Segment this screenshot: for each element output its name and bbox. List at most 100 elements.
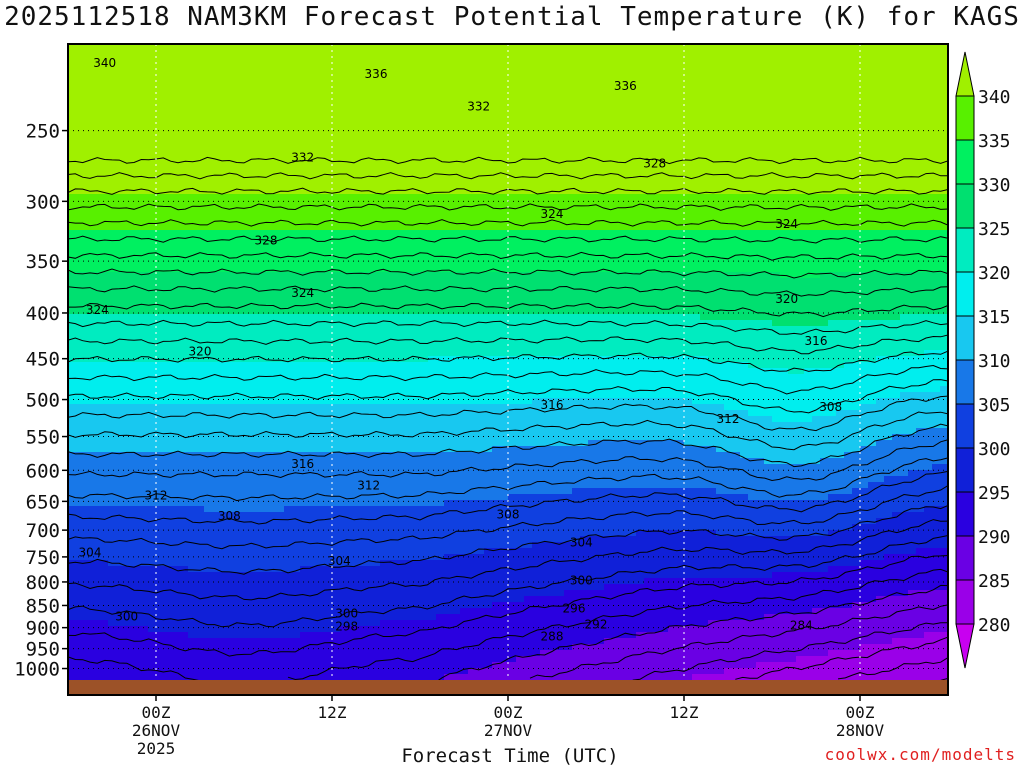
contour-line-344 xyxy=(68,156,948,165)
x-tick-label: 2025 xyxy=(137,739,176,758)
colorbar-label: 335 xyxy=(978,131,1011,152)
contour-line-332 xyxy=(68,251,948,261)
y-tick-label: 500 xyxy=(26,390,60,412)
contour-label: 308 xyxy=(218,509,241,523)
contour-label-text: 296 xyxy=(563,602,586,616)
contour-label: 340 xyxy=(93,56,116,70)
contour-labels: 340 336 336 332 332 328 328 324 324 324 324 320 320 3… xyxy=(79,56,843,644)
contour-label-text: 324 xyxy=(291,286,314,300)
contour-label: 316 xyxy=(291,457,314,471)
contour-label-text: 304 xyxy=(570,536,593,550)
contour-label: 300 xyxy=(570,573,593,587)
contour-line-292 xyxy=(68,568,948,682)
contour-label: 300 xyxy=(115,609,138,623)
x-tick-label: 00Z xyxy=(494,703,523,722)
colorbar-bin xyxy=(955,623,975,669)
colorbar-bin xyxy=(955,227,975,273)
contour-line-342 xyxy=(68,172,948,180)
contour-label-text: 336 xyxy=(614,79,637,93)
chart-title: 2025112518 NAM3KM Forecast Potential Tem… xyxy=(4,2,1020,32)
contour-label-text: 308 xyxy=(497,507,520,521)
contour-label-text: 340 xyxy=(93,56,116,70)
contour-label: 312 xyxy=(717,412,740,426)
y-tick-label: 450 xyxy=(26,349,60,371)
colorbar-label: 330 xyxy=(978,175,1011,196)
y-tick-label: 900 xyxy=(26,618,60,640)
contour-line-284 xyxy=(735,636,948,680)
contour-line-328 xyxy=(68,285,948,297)
contour-label-text: 300 xyxy=(570,573,593,587)
y-tick-label: 350 xyxy=(26,251,60,273)
x-tick-label: 00Z xyxy=(142,703,171,722)
y-tick-label: 850 xyxy=(26,595,60,617)
contour-line-286 xyxy=(632,622,948,681)
contour-label: 328 xyxy=(643,156,666,170)
contour-label-text: 308 xyxy=(218,509,241,523)
contour-label-text: 316 xyxy=(541,398,564,412)
contour-label-text: 304 xyxy=(328,554,351,568)
y-tick-label: 650 xyxy=(26,491,60,513)
contour-line-296 xyxy=(68,535,948,628)
contour-label: 332 xyxy=(291,151,314,165)
colorbar-label: 320 xyxy=(978,263,1011,284)
contour-label-text: 312 xyxy=(145,488,168,502)
contour-label-text: 336 xyxy=(365,67,388,81)
contour-line-302 xyxy=(68,485,948,550)
contour-label-text: 316 xyxy=(805,334,828,348)
y-tick-label: 300 xyxy=(26,191,60,213)
contour-label-text: 324 xyxy=(541,207,564,221)
contour-label-text: 332 xyxy=(467,100,490,114)
contour-label-text: 320 xyxy=(189,345,212,359)
contour-line-324 xyxy=(68,319,948,335)
contour-label-text: 324 xyxy=(86,303,109,317)
y-tick-label: 1000 xyxy=(14,659,60,681)
colorbar-bin xyxy=(955,139,975,185)
contour-label-text: 298 xyxy=(335,619,358,633)
contour-label: 308 xyxy=(819,400,842,414)
colorbar-bin xyxy=(955,51,975,97)
contour-line-320 xyxy=(68,350,948,372)
contour-label-text: 292 xyxy=(585,618,608,632)
contour-label: 296 xyxy=(563,602,586,616)
contour-label: 332 xyxy=(467,100,490,114)
contour-label: 324 xyxy=(291,286,314,300)
colorbar-bin xyxy=(955,359,975,405)
x-tick-label: 26NOV xyxy=(132,721,181,740)
contour-label: 298 xyxy=(335,619,358,633)
contour-label-text: 316 xyxy=(291,457,314,471)
contour-label: 324 xyxy=(86,303,109,317)
contour-label: 316 xyxy=(805,334,828,348)
x-tick-label: 27NOV xyxy=(484,721,533,740)
colorbar-bin xyxy=(955,315,975,361)
contour-line-336 xyxy=(68,219,948,227)
contour-label-text: 300 xyxy=(115,609,138,623)
colorbar-label: 290 xyxy=(978,527,1011,548)
pressure-axis: 2503003504004505005506006507007508008509… xyxy=(14,121,68,681)
contour-line-280 xyxy=(940,677,948,681)
y-tick-label: 750 xyxy=(26,547,60,569)
contour-label-text: 300 xyxy=(335,607,358,621)
contour-label: 288 xyxy=(541,630,564,644)
contour-label: 336 xyxy=(614,79,637,93)
grid-lines xyxy=(68,44,948,680)
contour-label-text: 308 xyxy=(819,400,842,414)
contour-label: 320 xyxy=(189,345,212,359)
contour-label-text: 328 xyxy=(255,234,278,248)
colorbar-label: 310 xyxy=(978,351,1011,372)
colorbar-label: 305 xyxy=(978,395,1011,416)
contour-label-text: 324 xyxy=(775,217,798,231)
y-tick-label: 250 xyxy=(26,121,60,143)
contour-label-text: 312 xyxy=(357,479,380,493)
contour-line-288 xyxy=(529,604,948,679)
colorbar-bin xyxy=(955,535,975,581)
colorbar: 280 285 290 295 300 305 310 315 320 325 330 335 340 xyxy=(955,51,1011,669)
y-tick-label: 550 xyxy=(26,427,60,449)
contour-label: 324 xyxy=(775,217,798,231)
y-tick-label: 700 xyxy=(26,520,60,542)
colorbar-label: 280 xyxy=(978,615,1011,636)
colorbar-bin xyxy=(955,183,975,229)
contour-label: 308 xyxy=(497,507,520,521)
colorbar-label: 285 xyxy=(978,571,1011,592)
